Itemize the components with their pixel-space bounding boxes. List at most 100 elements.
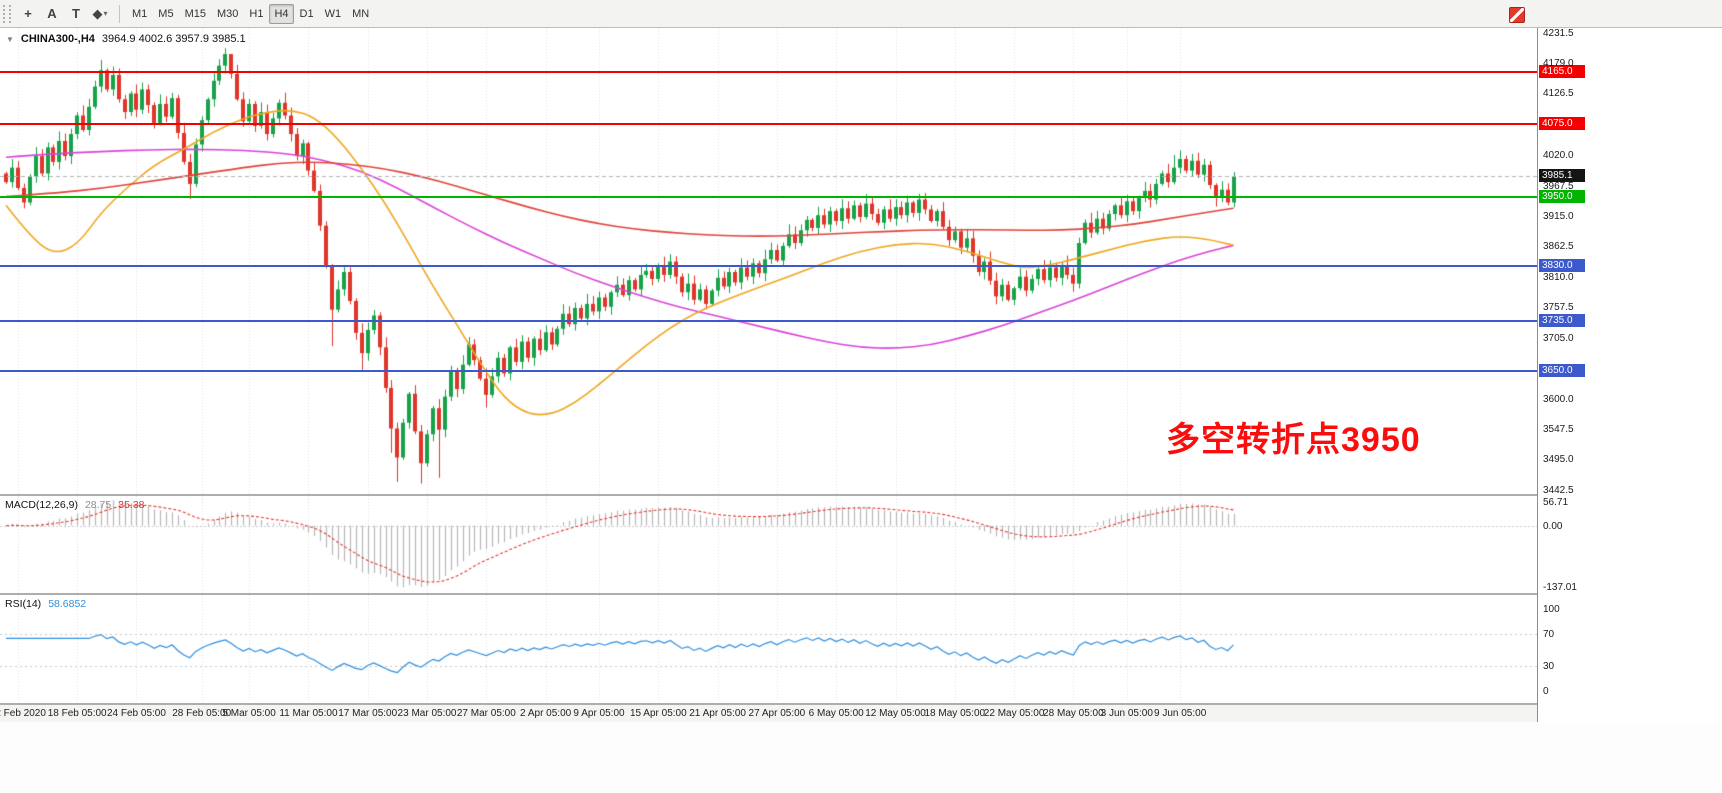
- toolbar-grip[interactable]: [3, 4, 11, 23]
- time-tick-label: 27 Apr 05:00: [748, 708, 806, 719]
- notification-icon[interactable]: [1509, 7, 1525, 23]
- text-tool-icon: A: [47, 6, 57, 21]
- price-tick-label: 4179.0: [1543, 57, 1574, 69]
- toolbar-separator: [119, 4, 120, 23]
- timeframe-m1-button[interactable]: M1: [132, 7, 148, 20]
- rsi-tick-label: 100: [1543, 604, 1560, 615]
- symbol-info: ▼ CHINA300-,H4 3964.9 4002.6 3957.9 3985…: [6, 33, 246, 45]
- one-click-trading-toggle[interactable]: ▼: [6, 34, 14, 44]
- time-tick-label: 27 Mar 05:00: [456, 708, 516, 719]
- text-label-tool-button[interactable]: T: [64, 3, 88, 25]
- time-tick-label: 21 Apr 05:00: [689, 708, 746, 719]
- time-tick-label: 28 May 05:00: [1043, 708, 1104, 719]
- price-tick-label: 3442.5: [1543, 484, 1574, 496]
- time-tick-label: 5 Mar 05:00: [222, 708, 276, 719]
- time-tick-label: 18 May 05:00: [924, 708, 986, 719]
- time-tick-label: 12 Feb 2020: [0, 708, 46, 719]
- time-tick-label: 18 Feb 05:00: [47, 708, 107, 719]
- price-panel-overlay: [0, 28, 1537, 494]
- window-bottom-filler: [0, 722, 1722, 793]
- price-line-label-3950.0: 3950.0: [1539, 190, 1585, 203]
- macd-tick-label: -137.01: [1543, 582, 1577, 593]
- macd-tick-label: 0.00: [1543, 520, 1563, 532]
- price-tick-label: 3600.0: [1543, 393, 1574, 405]
- shapes-tool-button[interactable]: ◆ ▾: [88, 3, 112, 25]
- bid-price-label: 3985.1: [1539, 169, 1585, 182]
- price-tick-label: 3915.0: [1543, 210, 1574, 222]
- price-axis[interactable]: 4165.0 4075.0 3950.0 3830.0 3735.0 3650.0 3985…: [1537, 28, 1722, 722]
- price-tick-label: 3547.5: [1543, 423, 1574, 435]
- macd-tick-label: 56.71: [1543, 497, 1569, 508]
- timeframe-h4-button[interactable]: H4: [269, 3, 294, 24]
- time-tick-label: 2 Apr 05:00: [520, 708, 572, 719]
- dropdown-caret-icon: ▾: [103, 9, 108, 18]
- price-line-label-4165.0: 4165.0: [1539, 65, 1585, 78]
- price-tick-label: 3967.5: [1543, 180, 1574, 192]
- time-tick-label: 23 Mar 05:00: [397, 708, 457, 719]
- time-tick-label: 17 Mar 05:00: [338, 708, 398, 719]
- rsi-tick-label: 30: [1543, 661, 1555, 673]
- macd-indicator-canvas[interactable]: [0, 496, 1537, 593]
- rsi-tick-label: 0: [1543, 686, 1549, 697]
- chart-window: ▼ CHINA300-,H4 3964.9 4002.6 3957.9 3985…: [0, 28, 1722, 722]
- panel-splitter[interactable]: [0, 494, 1722, 496]
- symbol-ohlc-values: 3964.9 4002.6 3957.9 3985.1: [101, 33, 246, 45]
- time-tick-label: 9 Apr 05:00: [573, 708, 625, 719]
- rsi-value: 58.6852: [48, 598, 87, 610]
- drawing-tools: + A T ◆ ▾: [16, 3, 112, 25]
- toolbar: + A T ◆ ▾ M1 M5 M15 M30 H1 H4 D1 W1 MN: [0, 0, 1722, 28]
- text-label-tool-icon: T: [72, 6, 80, 21]
- timeframe-m5-button[interactable]: M5: [158, 7, 174, 20]
- support-line-3650.0[interactable]: [0, 370, 1537, 372]
- time-tick-label: 3 Jun 05:00: [1100, 708, 1153, 719]
- chart-annotation[interactable]: 多空转折点3950: [1166, 421, 1421, 459]
- support-line-3735.0[interactable]: [0, 320, 1537, 322]
- price-tick-label: 3757.5: [1543, 302, 1574, 314]
- macd-signal-value: 35.38: [118, 499, 145, 511]
- timeframe-m15-button[interactable]: M15: [184, 7, 206, 20]
- resistance-line-4165.0[interactable]: [0, 71, 1537, 73]
- shapes-tool-icon: ◆: [92, 5, 103, 21]
- macd-main-value: 28.75: [84, 499, 112, 511]
- price-line-label-3830.0: 3830.0: [1539, 259, 1585, 272]
- time-tick-label: 12 May 05:00: [865, 708, 926, 719]
- time-tick-label: 9 Jun 05:00: [1153, 708, 1207, 719]
- rsi-name: RSI(14): [5, 598, 42, 610]
- timeframe-mn-button[interactable]: MN: [352, 7, 370, 20]
- price-tick-label: 3862.5: [1543, 241, 1574, 253]
- price-tick-label: 4231.5: [1543, 27, 1574, 39]
- timeframe-m30-button[interactable]: M30: [216, 7, 239, 20]
- support-line-3830.0[interactable]: [0, 265, 1537, 267]
- time-tick-label: 24 Feb 05:00: [106, 708, 166, 719]
- pivot-line-3950.0[interactable]: [0, 196, 1537, 198]
- time-tick-label: 28 Feb 05:00: [172, 708, 232, 719]
- price-tick-label: 3705.0: [1543, 332, 1574, 344]
- time-tick-label: 6 May 05:00: [808, 708, 864, 719]
- macd-name: MACD(12,26,9): [5, 499, 78, 511]
- timeframe-w1-button[interactable]: W1: [324, 7, 342, 20]
- timeframe-buttons: M1 M5 M15 M30 H1 H4 D1 W1 MN: [127, 3, 374, 24]
- crosshair-tool-icon: +: [24, 6, 32, 21]
- rsi-tick-label: 70: [1543, 628, 1555, 640]
- time-tick-label: 15 Apr 05:00: [629, 708, 687, 719]
- time-tick-label: 22 May 05:00: [983, 708, 1045, 719]
- price-tick-label: 3495.0: [1543, 454, 1574, 466]
- time-tick-label: 11 Mar 05:00: [279, 708, 338, 719]
- crosshair-tool-button[interactable]: +: [16, 3, 40, 25]
- timeframe-d1-button[interactable]: D1: [299, 7, 314, 20]
- symbol-title: CHINA300-,H4: [20, 33, 95, 45]
- macd-indicator-label: MACD(12,26,9) 28.75 35.38: [5, 499, 145, 511]
- text-tool-button[interactable]: A: [40, 3, 64, 25]
- resistance-line-4075.0[interactable]: [0, 123, 1537, 125]
- rsi-indicator-label: RSI(14) 58.6852: [5, 598, 86, 610]
- panel-splitter[interactable]: [0, 703, 1722, 705]
- panel-splitter[interactable]: [0, 593, 1722, 595]
- timeframe-h1-button[interactable]: H1: [249, 7, 264, 20]
- price-tick-label: 4126.5: [1543, 88, 1574, 100]
- price-line-label-3650.0: 3650.0: [1539, 364, 1585, 377]
- price-chart-canvas[interactable]: [0, 28, 1537, 494]
- rsi-indicator-canvas[interactable]: [0, 595, 1537, 703]
- price-line-label-4075.0: 4075.0: [1539, 117, 1585, 130]
